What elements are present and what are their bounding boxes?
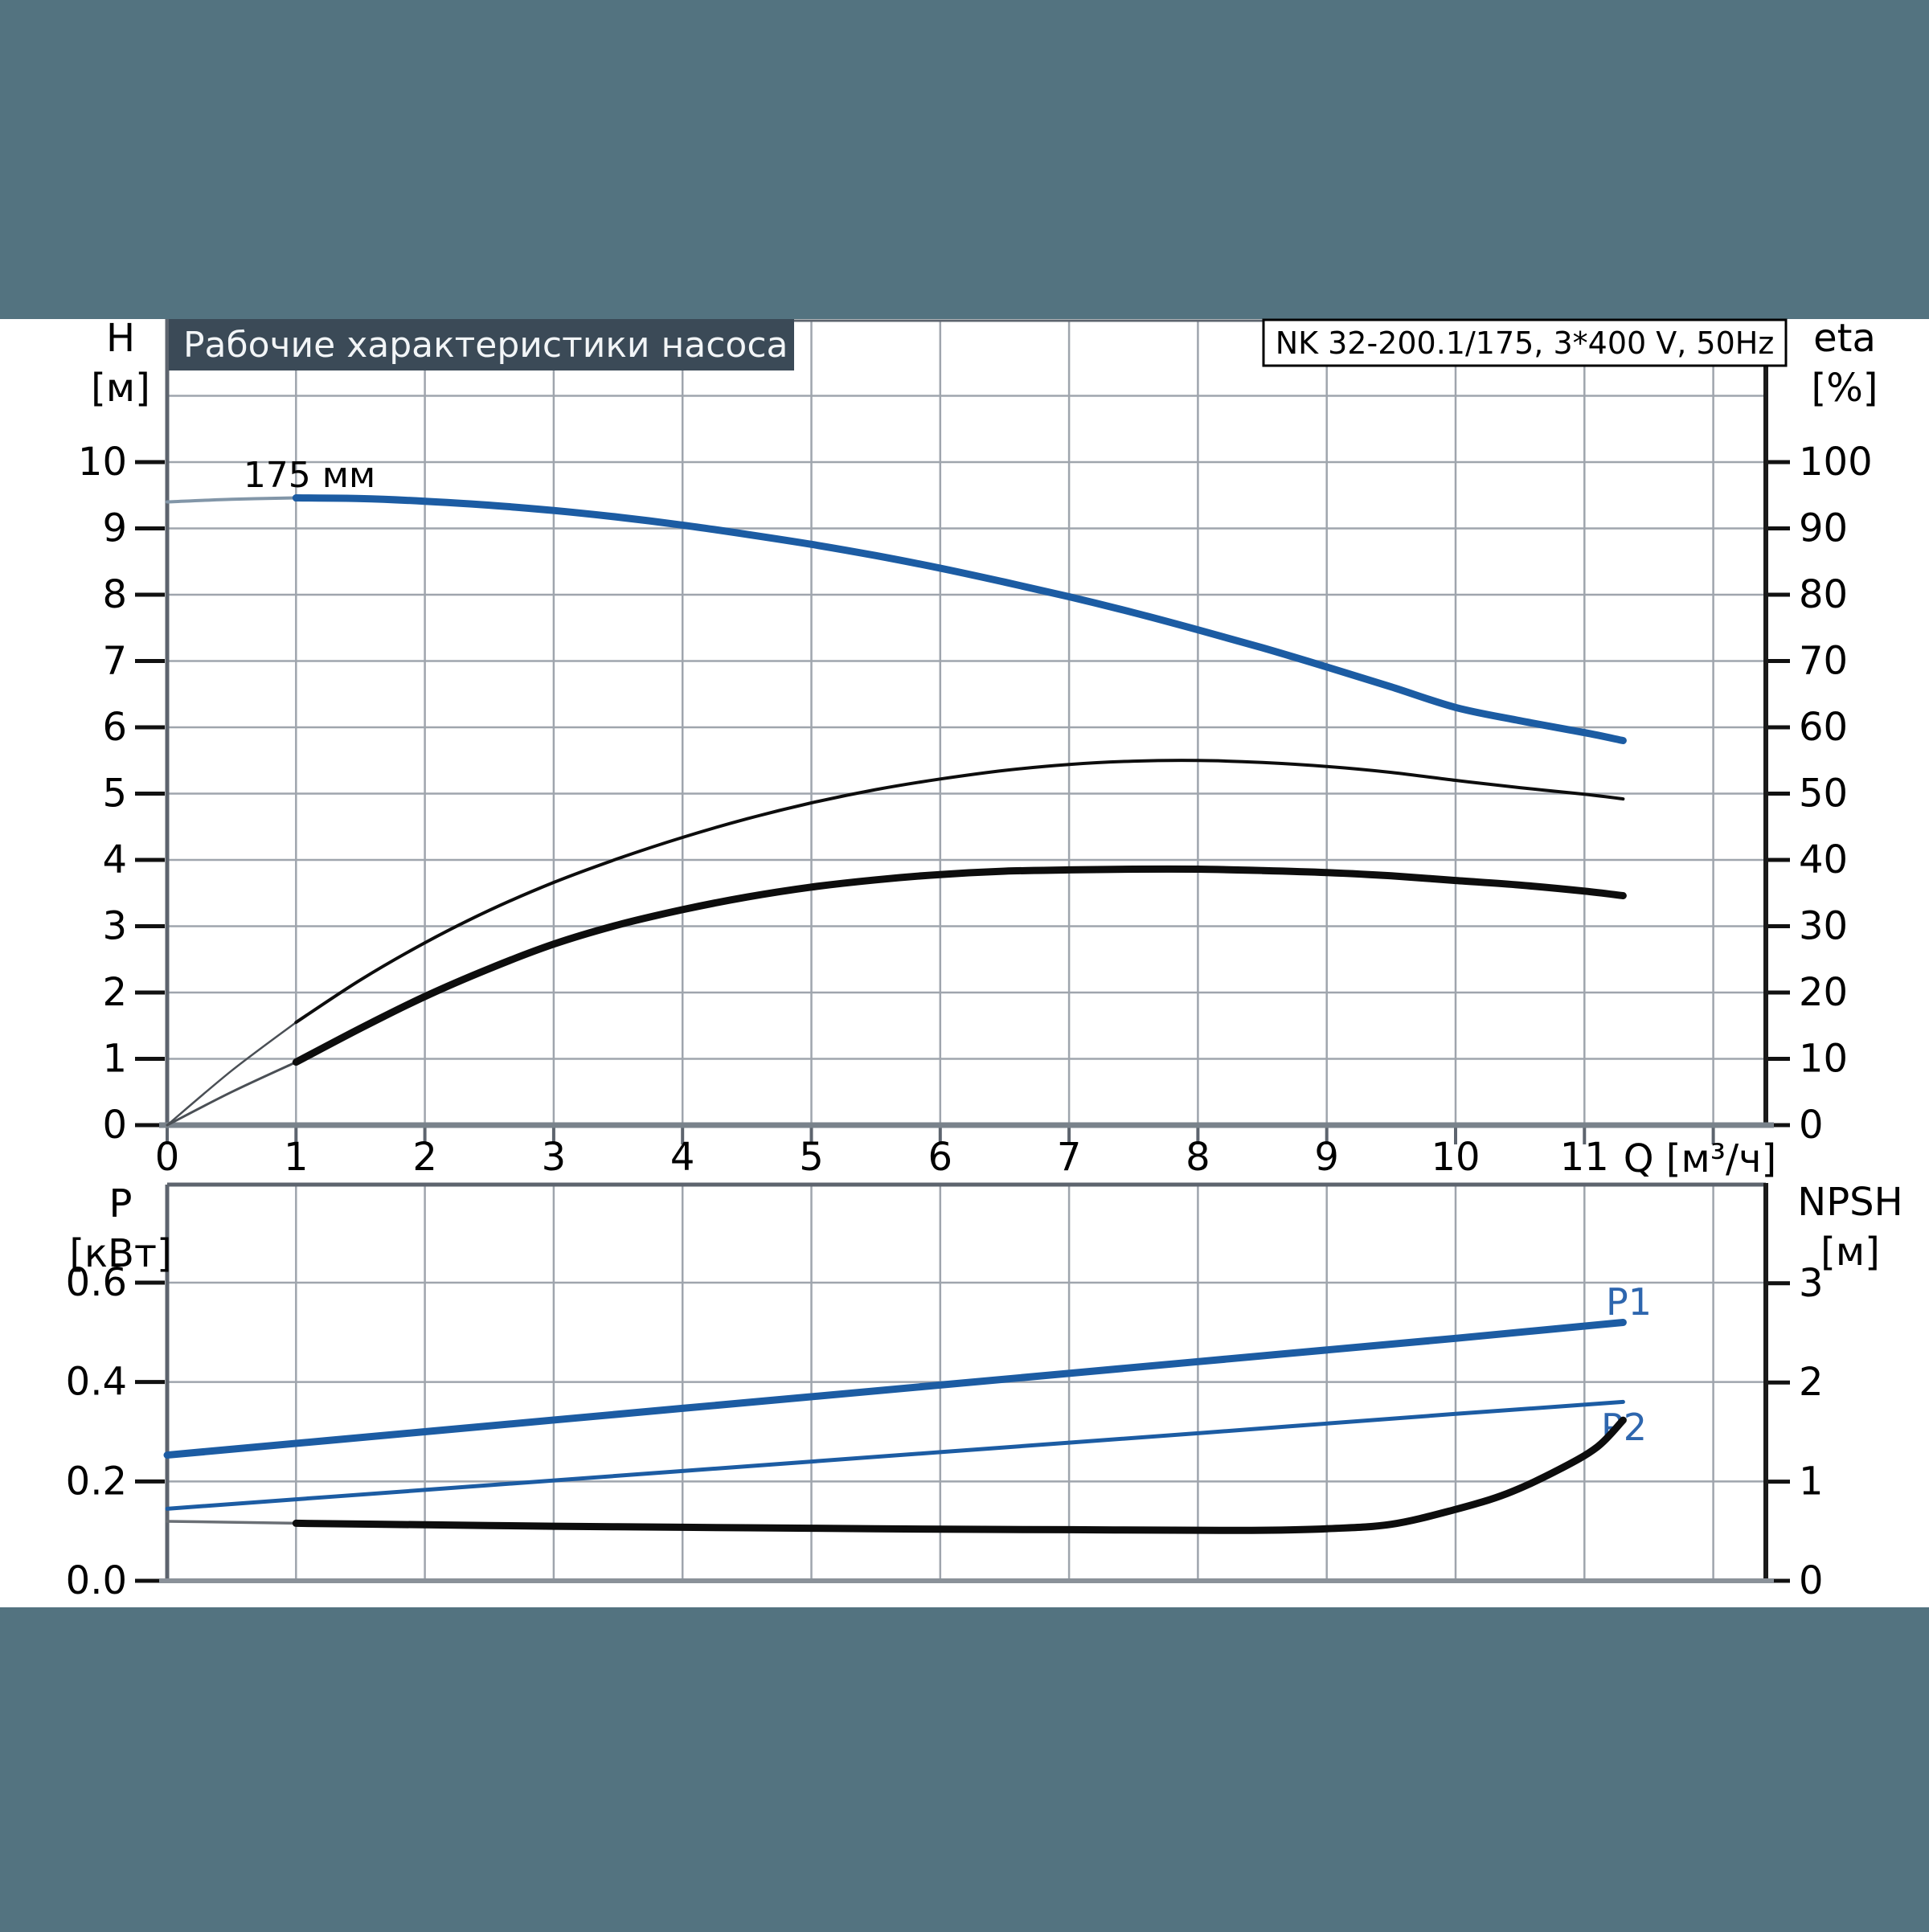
content-panel [0,319,1929,1607]
x-axis-tick-label: 3 [542,1135,567,1180]
right-axis-tick-label: 60 [1799,705,1848,750]
x-axis-tick-label: 2 [412,1135,437,1180]
x-axis-tick-label: 9 [1314,1135,1339,1180]
eta-axis-name: eta [1813,316,1876,361]
left-axis-tick-label: 5 [102,772,127,817]
right-axis-tick-label: 0 [1799,1103,1824,1148]
title-banner [169,319,794,370]
right-axis-tick-label: 2 [1799,1360,1824,1405]
left-axis-tick-label: 0 [102,1103,127,1148]
bottom-chart-grid: 0.0 0.2 0.4 0.6 0 1 2 3 [66,1185,1824,1603]
right-axis-tick-label: 70 [1799,639,1848,684]
page-title: Рабочие характеристики насоса [183,325,788,366]
left-axis-tick-label: 10 [78,440,127,485]
h-axis-name: H [106,316,135,361]
pump-type-label: NK 32-200.1/175, 3*400 V, 50Hz [1276,325,1775,361]
curve-npsh [292,1416,1627,1534]
p-axis-name: P [109,1181,133,1226]
curve-label-impeller-diameter: 175 мм [244,455,375,496]
curve-p1 [163,1319,1627,1459]
eta-axis-unit: [%] [1811,366,1878,411]
p-axis-unit: [кВт] [69,1231,171,1276]
x-axis-tick-label: 7 [1057,1135,1082,1180]
left-axis-tick-label: 7 [102,639,127,684]
bottom-chart-curves [163,1319,1627,1534]
left-axis-tick-label: 0.2 [66,1459,127,1504]
left-axis-tick-label: 4 [102,837,127,882]
left-axis-tick-label: 0.6 [66,1260,127,1305]
x-axis-tick-label: 1 [284,1135,309,1180]
curve-npsh-start [166,1520,298,1525]
right-axis-tick-label: 1 [1799,1459,1824,1504]
curve-p2 [165,1399,1625,1511]
h-axis-unit: [м] [91,366,150,411]
right-axis-tick-label: 3 [1799,1261,1824,1306]
x-axis-tick-label: 0 [155,1135,180,1180]
npsh-axis-name: NPSH [1797,1180,1902,1225]
x-axis-tick-label: 6 [928,1135,953,1180]
left-axis-tick-label: 0.4 [66,1360,127,1405]
curve-label-p2: P2 [1601,1406,1647,1449]
left-axis-tick-label: 8 [102,572,127,617]
right-axis-tick-label: 10 [1799,1037,1848,1082]
right-axis-tick-label: 20 [1799,970,1848,1015]
x-axis-tick-label: 8 [1186,1135,1210,1180]
curve-label-p1: P1 [1606,1280,1652,1324]
right-axis-tick-label: 80 [1799,572,1848,617]
left-axis-tick-label: 9 [102,506,127,551]
curve-eta-pump-motor [292,865,1627,1066]
curve-head-175mm-start [166,496,298,504]
right-axis-tick-label: 40 [1799,837,1848,882]
left-axis-tick-label: 0.0 [66,1558,127,1603]
right-axis-tick-label: 0 [1799,1558,1824,1603]
right-axis-tick-label: 30 [1799,904,1848,949]
x-axis-tick-label: 4 [670,1135,695,1180]
right-axis-tick-label: 90 [1799,506,1848,551]
left-axis-tick-label: 2 [102,970,127,1015]
curve-eta-pump-start [166,1021,297,1127]
x-axis-tick-label: 5 [799,1135,824,1180]
right-axis-tick-label: 50 [1799,772,1848,817]
right-axis-tick-label: 100 [1799,440,1873,485]
pump-type-box [1262,318,1788,367]
curve-head-175mm [292,494,1627,744]
q-axis-label: Q [м³/ч] [1624,1136,1776,1181]
npsh-axis-unit: [м] [1820,1230,1880,1275]
left-axis-tick-label: 3 [102,904,127,949]
x-axis-tick-label: 10 [1431,1135,1480,1180]
curve-eta-pump [294,759,1625,1025]
top-chart-curves [166,494,1627,1127]
left-axis-tick-label: 6 [102,705,127,750]
x-axis-tick-label: 11 [1560,1135,1609,1180]
curve-eta-pump-motor-start [166,1061,297,1127]
left-axis-tick-label: 1 [102,1037,127,1082]
